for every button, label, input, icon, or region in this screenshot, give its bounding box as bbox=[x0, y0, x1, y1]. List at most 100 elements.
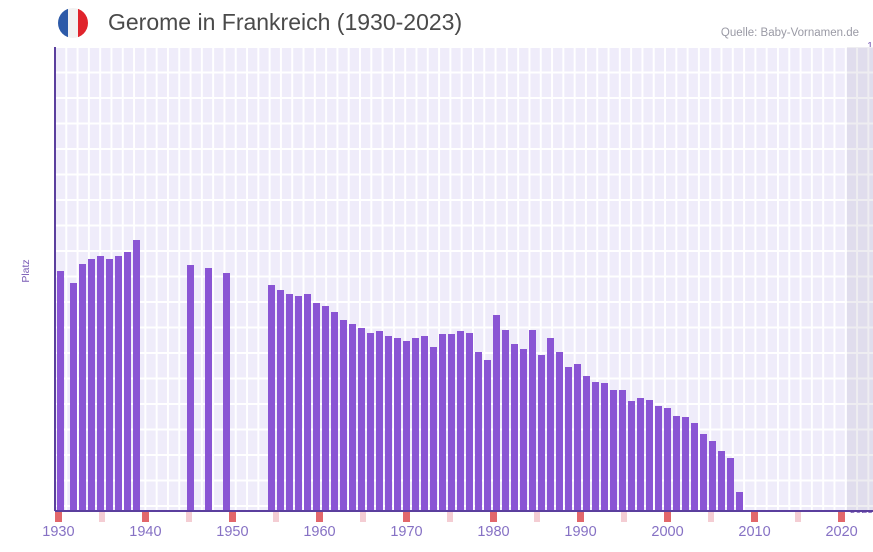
bar-1969[interactable] bbox=[394, 338, 401, 510]
future-shaded-region bbox=[846, 47, 873, 510]
bar-1966[interactable] bbox=[367, 333, 374, 510]
bar-1931[interactable] bbox=[70, 283, 77, 510]
x-axis-label-2010: 2010 bbox=[738, 524, 771, 540]
bar-1960[interactable] bbox=[313, 303, 320, 510]
bar-2014[interactable] bbox=[736, 492, 743, 510]
bar-1972[interactable] bbox=[421, 336, 428, 510]
bar-1962[interactable] bbox=[331, 312, 338, 510]
france-flag-icon bbox=[58, 8, 88, 38]
x-tick-2010 bbox=[751, 512, 758, 522]
bar-1937[interactable] bbox=[124, 252, 131, 510]
bar-1967[interactable] bbox=[376, 331, 383, 510]
y-axis-line bbox=[54, 47, 56, 511]
bar-1963[interactable] bbox=[340, 320, 347, 510]
bar-1976[interactable] bbox=[457, 331, 464, 510]
bar-1982[interactable] bbox=[511, 344, 518, 510]
x-axis-label-1990: 1990 bbox=[564, 524, 597, 540]
bar-1948[interactable] bbox=[205, 268, 212, 510]
bar-2001[interactable] bbox=[682, 417, 689, 510]
x-axis-label-1950: 1950 bbox=[216, 524, 249, 540]
bar-1995[interactable] bbox=[628, 401, 635, 510]
x-tick-1945 bbox=[185, 512, 193, 522]
bar-1961[interactable] bbox=[322, 306, 329, 510]
x-tick-1930 bbox=[55, 512, 62, 522]
bar-1996[interactable] bbox=[637, 398, 644, 510]
bar-1970[interactable] bbox=[403, 341, 410, 510]
bar-1991[interactable] bbox=[592, 382, 599, 510]
bar-1986[interactable] bbox=[547, 338, 554, 510]
bar-1950[interactable] bbox=[223, 273, 230, 510]
bar-1978[interactable] bbox=[475, 352, 482, 510]
x-tick-1985 bbox=[533, 512, 541, 522]
x-tick-2020 bbox=[838, 512, 845, 522]
bar-1946[interactable] bbox=[187, 265, 194, 510]
x-axis-label-1980: 1980 bbox=[477, 524, 510, 540]
bar-1974[interactable] bbox=[439, 334, 446, 510]
flag-band-red bbox=[77, 8, 88, 38]
x-axis-line bbox=[55, 510, 873, 512]
plot-area bbox=[55, 47, 873, 510]
y-tick-top: 1 bbox=[867, 40, 873, 52]
bar-1998[interactable] bbox=[655, 406, 662, 510]
bar-1973[interactable] bbox=[430, 347, 437, 510]
x-axis-label-2020: 2020 bbox=[825, 524, 858, 540]
bar-1994[interactable] bbox=[619, 390, 626, 510]
x-axis-label-2000: 2000 bbox=[651, 524, 684, 540]
bar-1980[interactable] bbox=[493, 315, 500, 510]
x-tick-1960 bbox=[316, 512, 323, 522]
bar-1955[interactable] bbox=[268, 285, 275, 510]
bar-1959[interactable] bbox=[304, 294, 311, 510]
bar-1930[interactable] bbox=[57, 271, 64, 510]
bar-1932[interactable] bbox=[79, 264, 86, 510]
bar-1935[interactable] bbox=[106, 259, 113, 510]
bar-1964[interactable] bbox=[349, 324, 356, 510]
bar-1956[interactable] bbox=[277, 290, 284, 510]
bar-1979[interactable] bbox=[484, 360, 491, 510]
x-axis-tick-strip bbox=[55, 512, 873, 522]
bar-1975[interactable] bbox=[448, 334, 455, 510]
bar-1984[interactable] bbox=[529, 330, 536, 510]
source-attribution: Quelle: Baby-Vornamen.de bbox=[720, 27, 859, 39]
bar-2006[interactable] bbox=[727, 458, 734, 510]
bar-1957[interactable] bbox=[286, 294, 293, 510]
flag-band-white bbox=[67, 8, 78, 38]
x-tick-1970 bbox=[403, 512, 410, 522]
bar-1992[interactable] bbox=[601, 383, 608, 510]
x-axis-label-1940: 1940 bbox=[129, 524, 162, 540]
x-tick-1980 bbox=[490, 512, 497, 522]
bar-2000[interactable] bbox=[673, 416, 680, 510]
bar-1993[interactable] bbox=[610, 390, 617, 510]
bar-1999[interactable] bbox=[664, 408, 671, 510]
x-tick-1955 bbox=[272, 512, 280, 522]
page-title: Gerome in Frankreich (1930-2023) bbox=[108, 9, 463, 35]
x-tick-1935 bbox=[98, 512, 106, 522]
x-tick-1965 bbox=[359, 512, 367, 522]
bar-1965[interactable] bbox=[358, 328, 365, 510]
bar-2002[interactable] bbox=[691, 423, 698, 510]
bar-1938[interactable] bbox=[133, 240, 140, 510]
bar-2003[interactable] bbox=[700, 434, 707, 510]
bar-1990[interactable] bbox=[583, 376, 590, 510]
x-tick-2015 bbox=[794, 512, 802, 522]
bar-1958[interactable] bbox=[295, 296, 302, 510]
x-tick-1975 bbox=[446, 512, 454, 522]
flag-band-blue bbox=[58, 8, 68, 38]
bar-1977[interactable] bbox=[466, 333, 473, 510]
bar-1983[interactable] bbox=[520, 349, 527, 510]
bar-1989[interactable] bbox=[574, 364, 581, 510]
bar-1934[interactable] bbox=[97, 256, 104, 510]
x-axis-label-1960: 1960 bbox=[303, 524, 336, 540]
x-axis-label-1970: 1970 bbox=[390, 524, 423, 540]
bar-1933[interactable] bbox=[88, 259, 95, 510]
bar-1936[interactable] bbox=[115, 256, 122, 510]
bar-2004[interactable] bbox=[709, 441, 716, 510]
bar-1988[interactable] bbox=[565, 367, 572, 510]
bar-2005[interactable] bbox=[718, 451, 725, 510]
bar-1985[interactable] bbox=[538, 355, 545, 510]
bar-1981[interactable] bbox=[502, 330, 509, 510]
bar-1997[interactable] bbox=[646, 400, 653, 510]
bar-1987[interactable] bbox=[556, 352, 563, 510]
bar-1971[interactable] bbox=[412, 338, 419, 510]
bar-1968[interactable] bbox=[385, 336, 392, 510]
